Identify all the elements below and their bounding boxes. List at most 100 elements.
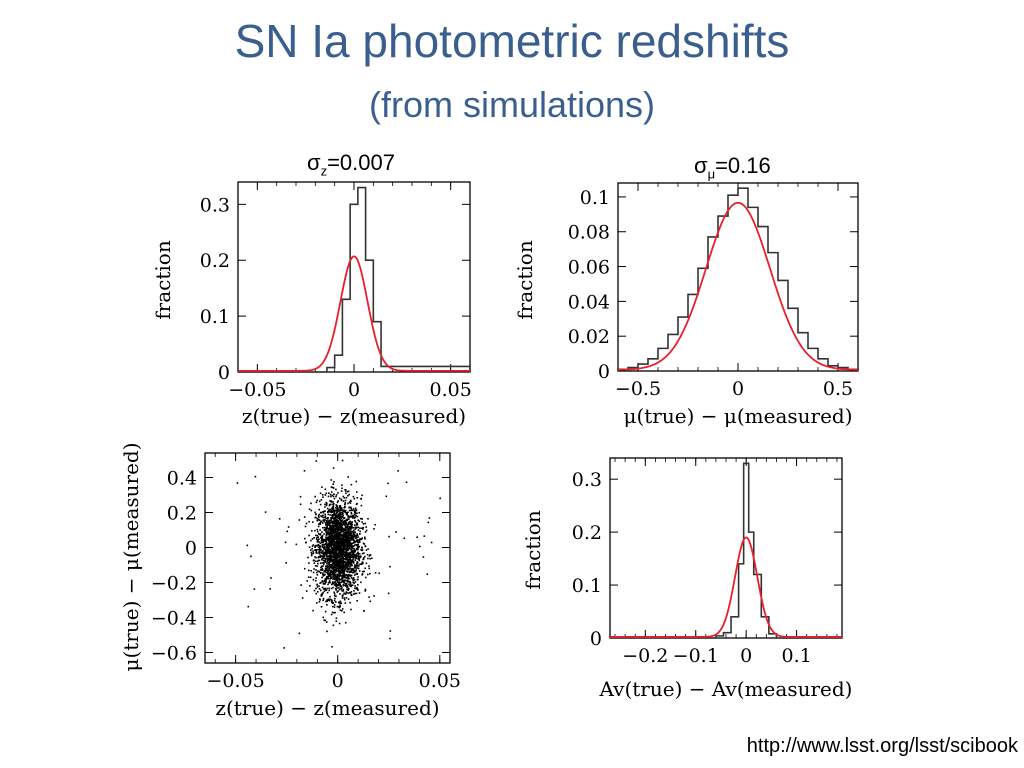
scatter-point — [332, 574, 335, 577]
scatter-point — [329, 572, 332, 574]
scatter-point — [335, 522, 337, 524]
scatter-point — [330, 566, 332, 569]
x-axis-label: μ(true) − μ(measured) — [623, 404, 852, 428]
scatter-point — [344, 556, 347, 559]
scatter-point — [336, 504, 338, 507]
scatter-point — [328, 536, 331, 538]
scatter-point — [320, 595, 323, 597]
scatter-point — [354, 554, 357, 557]
scatter-point — [338, 537, 340, 539]
scatter-point — [324, 515, 327, 517]
scatter-point — [331, 572, 334, 574]
scatter-point — [354, 519, 356, 522]
scatter-point — [324, 519, 326, 521]
scatter-point — [333, 548, 336, 551]
scatter-point — [349, 582, 352, 584]
scatter-point — [335, 506, 337, 509]
scatter-point — [353, 553, 356, 556]
scatter-point — [350, 509, 352, 512]
scatter-point — [339, 544, 342, 547]
scatter-point — [337, 492, 339, 494]
scatter-outlier-point — [428, 517, 431, 519]
scatter-point — [338, 497, 341, 500]
scatter-point — [333, 497, 336, 500]
scatter-point — [333, 591, 335, 594]
scatter-point — [338, 541, 340, 543]
scatter-point — [350, 507, 353, 509]
scatter-point — [368, 565, 370, 567]
scatter-point — [342, 540, 344, 542]
scatter-point — [322, 539, 325, 542]
scatter-point — [369, 572, 371, 575]
scatter-point — [346, 557, 348, 560]
scatter-point — [352, 560, 355, 563]
scatter-point — [335, 516, 338, 518]
scatter-point — [333, 539, 336, 541]
scatter-point — [333, 519, 336, 521]
scatter-point — [329, 559, 331, 561]
scatter-point — [315, 556, 317, 559]
scatter-point — [322, 541, 324, 543]
scatter-point — [344, 505, 346, 508]
y-tick-label: 0 — [218, 362, 230, 384]
scatter-point — [323, 529, 326, 531]
scatter-point — [320, 540, 323, 542]
scatter-point — [337, 506, 339, 509]
scatter-point — [320, 565, 323, 567]
sigma-z-value: =0.007 — [327, 150, 395, 175]
scatter-point — [336, 538, 339, 541]
scatter-point — [325, 600, 327, 603]
scatter-point — [346, 518, 349, 521]
scatter-point — [350, 513, 353, 515]
scatter-point — [334, 556, 336, 558]
scatter-point — [348, 546, 351, 549]
scatter-point — [328, 534, 331, 536]
scatter-point — [334, 553, 337, 555]
scatter-point — [338, 521, 341, 524]
scatter-point — [347, 539, 350, 542]
sigma-mu-value: =0.16 — [715, 153, 771, 178]
scatter-point — [331, 568, 334, 570]
scatter-point — [339, 578, 342, 581]
scatter-point — [326, 546, 328, 549]
scatter-point — [312, 571, 315, 574]
scatter-point — [331, 576, 333, 578]
source-link[interactable]: http://www.lsst.org/lsst/scibook — [746, 735, 1018, 757]
scatter-point — [357, 536, 360, 538]
scatter-point — [320, 555, 323, 557]
scatter-point — [327, 574, 330, 576]
scatter-point — [331, 524, 334, 526]
scatter-point — [304, 525, 307, 528]
scatter-point — [338, 547, 340, 550]
scatter-point — [342, 581, 345, 583]
scatter-outlier-point — [423, 535, 426, 537]
scatter-point — [330, 532, 333, 535]
scatter-point — [319, 572, 322, 574]
scatter-point — [332, 539, 334, 541]
scatter-point — [319, 545, 321, 547]
scatter-point — [336, 580, 339, 582]
scatter-point — [322, 526, 324, 529]
scatter-point — [341, 533, 343, 536]
scatter-point — [330, 574, 332, 577]
scatter-point — [332, 538, 334, 541]
scatter-point — [340, 568, 342, 571]
scatter-point — [343, 544, 346, 546]
scatter-point — [325, 540, 328, 543]
scatter-point — [352, 577, 354, 580]
scatter-point — [321, 569, 324, 571]
scatter-point — [343, 572, 345, 574]
scatter-point — [365, 576, 367, 579]
scatter-point — [330, 537, 333, 539]
scatter-point — [336, 575, 338, 578]
scatter-point — [359, 538, 361, 540]
scatter-point — [365, 549, 368, 551]
scatter-point — [330, 551, 332, 554]
scatter-point — [305, 522, 308, 525]
scatter-point — [354, 507, 357, 510]
scatter-point — [349, 601, 351, 604]
scatter-point — [314, 511, 316, 514]
scatter-point — [308, 534, 310, 537]
scatter-point — [349, 527, 351, 529]
